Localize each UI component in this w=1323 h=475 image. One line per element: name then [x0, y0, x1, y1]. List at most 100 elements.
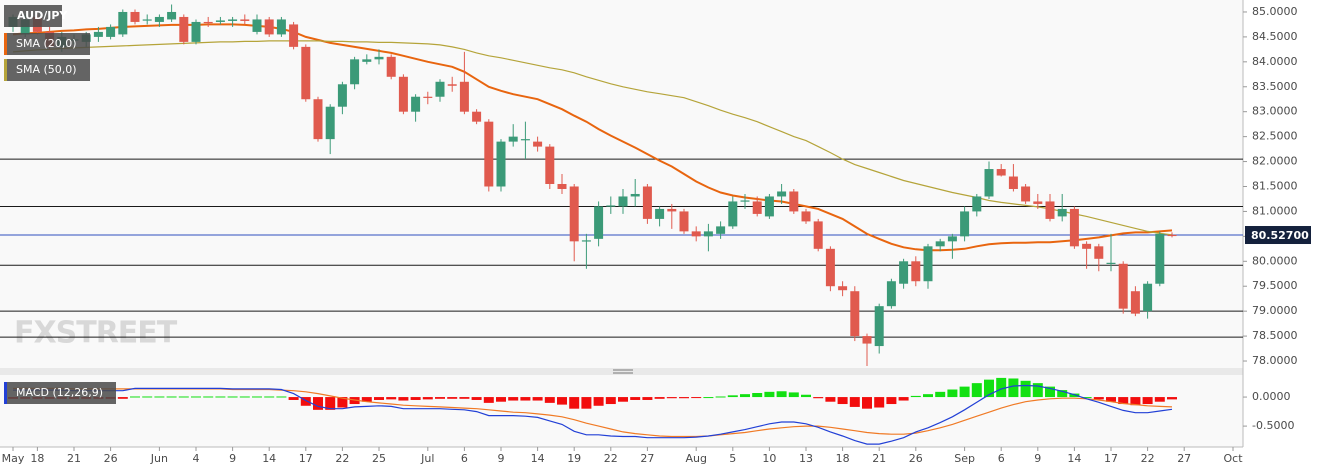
histogram-bar [544, 397, 555, 403]
histogram-bar [935, 391, 946, 398]
y-tick-label: 84.0000 [1252, 55, 1298, 68]
histogram-bar [910, 395, 921, 398]
histogram-bar [1081, 397, 1092, 399]
histogram-bar [410, 397, 421, 400]
histogram-bar [1045, 386, 1055, 398]
candle-body [618, 196, 628, 207]
x-tick-label: 9 [229, 452, 236, 465]
x-tick-label: 9 [1034, 452, 1041, 465]
y-tick-label: 78.5000 [1252, 329, 1298, 342]
candle-body [325, 106, 335, 140]
candle-body [191, 21, 201, 42]
price-panel [0, 0, 1243, 368]
legend-label: SMA (50,0) [16, 63, 77, 76]
histogram-bar [422, 397, 433, 400]
candle-body [362, 59, 372, 62]
histogram-bar [1118, 397, 1129, 405]
histogram-bar [1154, 397, 1165, 402]
histogram-bar [1032, 383, 1043, 398]
histogram-bar [788, 392, 799, 398]
legend-label: SMA (20,0) [16, 37, 77, 50]
histogram-bar [130, 396, 140, 398]
histogram-bar [361, 397, 372, 402]
candle-body [1008, 176, 1018, 189]
histogram-bar [752, 393, 763, 398]
candle-body [728, 201, 738, 227]
x-tick-label: 21 [872, 452, 886, 465]
candle-body [825, 248, 835, 287]
histogram-bar [654, 397, 665, 399]
x-tick-label: Sep [954, 452, 975, 465]
histogram-bar [776, 391, 787, 398]
histogram-bar [1057, 390, 1068, 398]
histogram-bar [117, 397, 128, 399]
candle-body [1155, 233, 1165, 284]
y-tick-label: 83.5000 [1252, 80, 1298, 93]
histogram-bar [520, 397, 531, 401]
candle-body [923, 246, 933, 282]
macd-line [13, 384, 1173, 445]
panel-divider[interactable] [0, 368, 1243, 375]
candle-body [1143, 283, 1153, 312]
histogram-bar [862, 397, 872, 409]
candle-body [472, 111, 482, 122]
candle-body [899, 261, 909, 284]
histogram-bar [618, 397, 628, 402]
candle-body [740, 200, 750, 202]
x-tick-label: 27 [640, 452, 654, 465]
histogram-bar [874, 397, 885, 408]
candle-body [972, 196, 982, 212]
candle-body [655, 208, 665, 219]
x-tick-label: 22 [1141, 452, 1155, 465]
x-tick-label: 13 [799, 452, 813, 465]
x-tick-label: 14 [262, 452, 276, 465]
candle-body [1167, 234, 1177, 237]
histogram-bar [1142, 397, 1153, 405]
x-tick-label: 27 [1177, 452, 1191, 465]
histogram-bar [679, 397, 689, 399]
x-tick-label: 5 [729, 452, 736, 465]
histogram-bar [1106, 397, 1116, 402]
y-tick-label: 0.0000 [1252, 390, 1291, 403]
candle-body [691, 231, 701, 237]
histogram-bar [666, 397, 677, 399]
candle-body [606, 205, 616, 207]
candle-body [1069, 208, 1079, 247]
candle-body [1082, 243, 1092, 249]
candle-body [167, 11, 177, 20]
histogram-bar [581, 397, 592, 409]
histogram-bar [740, 394, 750, 398]
candle-body [1130, 291, 1140, 314]
candle-body [752, 201, 762, 214]
histogram-bar [300, 397, 311, 406]
y-tick-label: 81.0000 [1252, 204, 1298, 217]
candle-body [142, 19, 152, 21]
histogram-bar [496, 397, 506, 402]
histogram-bar [532, 397, 543, 401]
legend-swatch [4, 59, 7, 81]
histogram-bar [703, 397, 714, 399]
histogram-bar [959, 386, 970, 398]
x-tick-label: 19 [567, 452, 581, 465]
histogram-bar [483, 397, 494, 403]
candle-body [996, 169, 1006, 176]
histogram-bar [837, 397, 848, 405]
y-tick-label: 82.5000 [1252, 130, 1298, 143]
candle-body [581, 240, 591, 242]
histogram-bar [715, 396, 726, 398]
histogram-bar [971, 383, 982, 398]
x-tick-label: 9 [498, 452, 505, 465]
histogram-bar [447, 397, 458, 399]
x-tick-label: Jul [420, 452, 434, 465]
histogram-bar [630, 397, 641, 400]
candle-body [240, 19, 250, 21]
candle-body [93, 31, 103, 37]
candle-body [984, 169, 994, 197]
histogram-bar [325, 397, 336, 410]
legend-box [4, 33, 90, 55]
legend-title: AUD/JPY [17, 9, 68, 22]
candle-body [203, 21, 213, 24]
candle-body [350, 59, 360, 85]
x-tick-label: Jun [150, 452, 168, 465]
histogram-bar [276, 396, 287, 398]
